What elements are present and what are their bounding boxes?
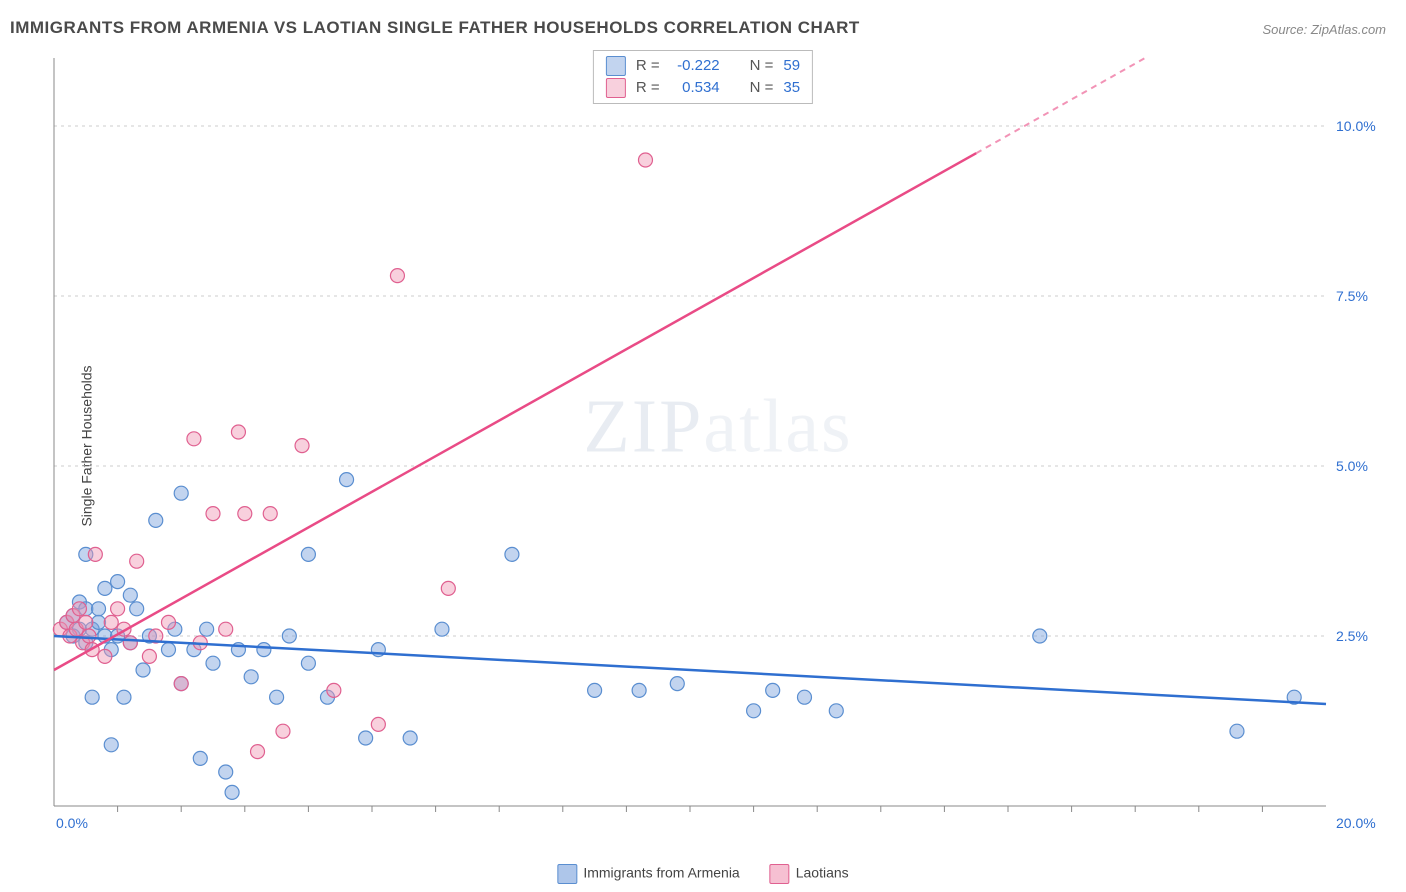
data-point	[829, 704, 843, 718]
legend-swatch	[557, 864, 577, 884]
data-point	[638, 153, 652, 167]
data-point	[371, 717, 385, 731]
data-point	[359, 731, 373, 745]
corr-r-value: -0.222	[670, 55, 720, 77]
data-point	[187, 432, 201, 446]
corr-r-value: 0.534	[670, 77, 720, 99]
data-point	[270, 690, 284, 704]
data-point	[161, 615, 175, 629]
data-point	[263, 507, 277, 521]
data-point	[98, 581, 112, 595]
data-point	[149, 513, 163, 527]
trend-line-extrapolated	[976, 58, 1145, 153]
legend-swatch	[606, 56, 626, 76]
corr-n-value: 59	[783, 55, 800, 77]
data-point	[193, 751, 207, 765]
data-point	[130, 554, 144, 568]
corr-r-label: R =	[636, 77, 660, 99]
data-point	[174, 677, 188, 691]
data-point	[117, 690, 131, 704]
legend-label: Laotians	[796, 865, 849, 881]
data-point	[123, 636, 137, 650]
data-point	[206, 507, 220, 521]
y-tick-label: 7.5%	[1336, 288, 1368, 304]
legend-item: Immigrants from Armenia	[557, 864, 739, 884]
data-point	[142, 649, 156, 663]
source-attribution: Source: ZipAtlas.com	[1262, 22, 1386, 37]
data-point	[92, 615, 106, 629]
data-point	[747, 704, 761, 718]
data-point	[104, 615, 118, 629]
data-point	[130, 602, 144, 616]
data-point	[301, 656, 315, 670]
chart-title: IMMIGRANTS FROM ARMENIA VS LAOTIAN SINGL…	[10, 18, 860, 38]
data-point	[111, 575, 125, 589]
corr-legend-row: R = -0.222 N = 59	[606, 55, 800, 77]
correlation-legend: R = -0.222 N = 59 R = 0.534 N = 35	[593, 50, 813, 104]
data-point	[82, 629, 96, 643]
data-point	[670, 677, 684, 691]
data-point	[632, 683, 646, 697]
data-point	[111, 602, 125, 616]
data-point	[251, 745, 265, 759]
data-point	[88, 547, 102, 561]
data-point	[92, 602, 106, 616]
data-point	[276, 724, 290, 738]
data-point	[766, 683, 780, 697]
data-point	[85, 690, 99, 704]
legend-swatch	[770, 864, 790, 884]
data-point	[206, 656, 220, 670]
legend-swatch	[606, 78, 626, 98]
y-tick-label: 2.5%	[1336, 628, 1368, 644]
trend-line	[54, 153, 976, 670]
data-point	[72, 602, 86, 616]
corr-n-value: 35	[783, 77, 800, 99]
series-legend: Immigrants from Armenia Laotians	[557, 864, 848, 884]
data-point	[441, 581, 455, 595]
data-point	[104, 738, 118, 752]
data-point	[797, 690, 811, 704]
corr-n-label: N =	[750, 77, 774, 99]
data-point	[435, 622, 449, 636]
data-point	[79, 615, 93, 629]
data-point	[174, 486, 188, 500]
data-point	[340, 473, 354, 487]
scatter-plot: 2.5%5.0%7.5%10.0%0.0%20.0% ZIPatlas	[50, 50, 1386, 836]
data-point	[327, 683, 341, 697]
data-point	[200, 622, 214, 636]
corr-legend-row: R = 0.534 N = 35	[606, 77, 800, 99]
data-point	[588, 683, 602, 697]
data-point	[282, 629, 296, 643]
corr-r-label: R =	[636, 55, 660, 77]
data-point	[403, 731, 417, 745]
data-point	[244, 670, 258, 684]
data-point	[257, 643, 271, 657]
data-point	[219, 622, 233, 636]
data-point	[161, 643, 175, 657]
legend-label: Immigrants from Armenia	[583, 865, 739, 881]
data-point	[225, 785, 239, 799]
data-point	[505, 547, 519, 561]
plot-svg: 2.5% 5.0% 7.5% 10.0% 0.0% 20.0%	[50, 50, 1386, 836]
data-point	[1230, 724, 1244, 738]
corr-n-label: N =	[750, 55, 774, 77]
data-point	[238, 507, 252, 521]
data-point	[1033, 629, 1047, 643]
data-point	[98, 649, 112, 663]
data-point	[231, 425, 245, 439]
trend-line	[54, 636, 1326, 704]
data-point	[219, 765, 233, 779]
chart-page: IMMIGRANTS FROM ARMENIA VS LAOTIAN SINGL…	[0, 0, 1406, 892]
data-point	[301, 547, 315, 561]
y-tick-label: 10.0%	[1336, 118, 1376, 134]
legend-item: Laotians	[770, 864, 849, 884]
data-point	[123, 588, 137, 602]
x-tick-label-right: 20.0%	[1336, 815, 1376, 831]
data-point	[136, 663, 150, 677]
data-point	[295, 439, 309, 453]
y-tick-label: 5.0%	[1336, 458, 1368, 474]
data-point	[390, 269, 404, 283]
x-tick-label-left: 0.0%	[56, 815, 88, 831]
